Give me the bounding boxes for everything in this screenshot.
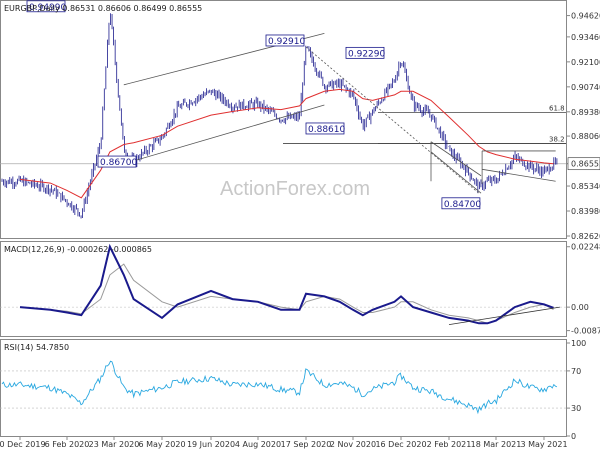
watermark: ActionForex.com bbox=[220, 178, 370, 200]
price-panel-frame bbox=[0, 0, 567, 239]
price-annotation-box bbox=[441, 197, 481, 210]
macd-axis-label: -0.008736 bbox=[571, 327, 600, 336]
x-axis-label: 3 May 2021 bbox=[520, 440, 567, 449]
rsi-axis-label: 70 bbox=[571, 367, 581, 376]
x-axis-label: 6 Feb 2020 bbox=[45, 440, 90, 449]
price-annotation-box bbox=[345, 46, 385, 59]
macd-axis-label: 0.00 bbox=[571, 303, 589, 312]
current-price-box bbox=[567, 157, 600, 171]
downtrend-line bbox=[305, 46, 480, 194]
price-axis-label: 0.86555 bbox=[571, 160, 600, 169]
rsi-line bbox=[1, 360, 558, 415]
macd-main-line bbox=[19, 243, 554, 325]
macd-panel-frame bbox=[0, 241, 567, 337]
macd-panel-title: MACD(12,26,9) -0.000262 -0.000865 bbox=[4, 245, 152, 254]
x-axis-label: 2 Feb 2021 bbox=[427, 440, 472, 449]
range-lower-line bbox=[482, 168, 556, 182]
price-annotation-box bbox=[97, 155, 137, 168]
macd-signal-line bbox=[19, 263, 554, 324]
price-grid: 61.8 38.2 bbox=[0, 104, 566, 165]
fib-level-label: 38.2 bbox=[549, 135, 565, 143]
price-candles bbox=[1, 13, 558, 219]
x-axis-label: 4 Aug 2020 bbox=[235, 440, 281, 449]
macd-layer bbox=[0, 243, 566, 325]
price-annotation-box bbox=[26, 0, 66, 13]
rsi-axis-label: 100 bbox=[571, 339, 586, 348]
channel-lower-line bbox=[123, 104, 325, 165]
x-axis-label: 17 Sep 2020 bbox=[281, 440, 332, 449]
price-panel-title: EURGBP,Daily 0.86531 0.86606 0.86499 0.8… bbox=[4, 4, 202, 13]
price-annotation-label: 0.86700 bbox=[100, 158, 137, 168]
macd-trendline bbox=[448, 306, 560, 325]
x-axis-label: 18 Mar 2021 bbox=[471, 440, 522, 449]
x-axis-label: 2 Nov 2020 bbox=[330, 440, 376, 449]
price-annotation-label: 0.84700 bbox=[444, 200, 481, 210]
price-ma-line bbox=[19, 88, 554, 199]
rsi-axis-label: 0 bbox=[571, 432, 576, 441]
wedge-upper-line bbox=[430, 141, 482, 177]
x-axis-label: 6 May 2020 bbox=[138, 440, 185, 449]
price-annotation-label: 0.92290 bbox=[348, 49, 385, 59]
price-annotation-box bbox=[265, 34, 305, 47]
rsi-axis-label: 30 bbox=[571, 404, 581, 413]
price-annotation-label: 0.94990 bbox=[29, 3, 66, 13]
x-axis-label: 20 Dec 2019 bbox=[0, 440, 46, 449]
x-axis-label: 16 Dec 2020 bbox=[375, 440, 426, 449]
price-annotation-label: 0.88610 bbox=[308, 125, 345, 135]
rsi-layer bbox=[0, 360, 566, 415]
rsi-panel-frame bbox=[0, 339, 567, 437]
rsi-panel-title: RSI(14) 54.7850 bbox=[4, 343, 69, 352]
price-moving-average bbox=[19, 88, 554, 199]
x-axis-label: 19 Jun 2020 bbox=[187, 440, 235, 449]
macd-axis-label: 0.022482 bbox=[571, 243, 600, 252]
fib-level-label: 61.8 bbox=[549, 104, 565, 112]
wedge-lower-line bbox=[430, 151, 482, 194]
price-annotation-box bbox=[305, 122, 345, 135]
price-annotation-label: 0.92910 bbox=[268, 37, 305, 47]
x-axis-label: 23 Mar 2020 bbox=[89, 440, 140, 449]
